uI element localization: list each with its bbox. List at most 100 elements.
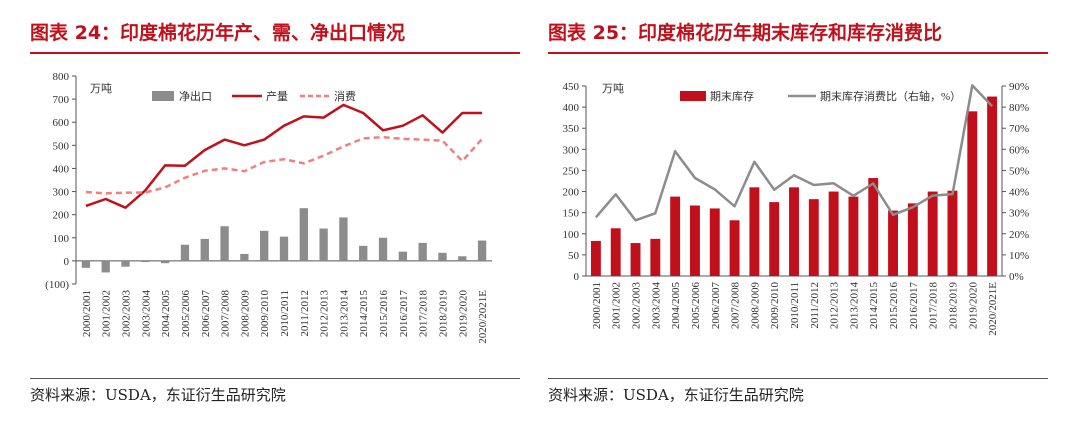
right-x-tick-label: 2002/2003 [631, 282, 643, 330]
right-bar [987, 96, 998, 276]
right-bar [927, 191, 938, 276]
right-bar [590, 240, 601, 276]
right-y-tick-label: 50 [568, 250, 580, 262]
left-bar [418, 242, 427, 261]
left-bar [299, 208, 308, 261]
right-x-tick-label: 2013/2014 [848, 282, 860, 330]
left-x-tick-label: 2010/2011 [279, 290, 291, 337]
right-bar [789, 187, 799, 276]
left-bar [359, 245, 368, 261]
right-bar [630, 243, 641, 276]
right-y2-tick-label: 40% [1009, 187, 1029, 199]
right-y2-tick-label: 10% [1009, 250, 1029, 262]
right-bar [868, 178, 879, 276]
right-x-tick-label: 2005/2006 [690, 282, 702, 330]
right-bar [709, 208, 720, 276]
right-bar [729, 220, 740, 276]
right-y2-tick-label: 0% [1009, 271, 1024, 283]
left-x-tick-label: 2012/2013 [319, 290, 331, 338]
right-y2-tick-label: 60% [1009, 144, 1029, 156]
right-title-rule [548, 52, 1048, 54]
right-y-tick-label: 350 [563, 123, 580, 135]
left-x-tick-label: 2004/2005 [160, 290, 172, 338]
left-bar [260, 230, 269, 261]
left-chart: 800 700 600 500 400 300 200 100 0 (100) 2000/2001 2… [45, 71, 492, 344]
left-y-tick-label: 700 [53, 94, 70, 106]
left-y-tick-label: 600 [53, 117, 70, 129]
right-y2-tick-label: 20% [1009, 229, 1029, 241]
right-x-tick-label: 2007/2008 [730, 282, 742, 330]
left-y-tick-label: 800 [53, 71, 70, 83]
right-bar [967, 111, 978, 276]
left-bar [279, 236, 289, 261]
left-unit-label: 万吨 [90, 82, 112, 95]
left-y-tick-label: 500 [53, 140, 70, 152]
right-x-tick-label: 2011/2012 [809, 282, 821, 329]
right-bar [808, 199, 819, 276]
right-bar [828, 191, 839, 276]
left-bar [141, 260, 150, 263]
right-y-tick-label: 200 [563, 187, 580, 199]
right-y-tick-label: 400 [563, 102, 580, 114]
left-x-tick-label: 2005/2006 [180, 290, 192, 338]
left-x-tick-label: 2002/2003 [121, 290, 133, 338]
right-y2-tick-label: 80% [1009, 102, 1029, 114]
left-x-tick-label: 2016/2017 [398, 290, 410, 338]
right-x-tick-label: 2003/2004 [650, 282, 662, 330]
left-y-tick-label: 100 [53, 233, 70, 245]
right-x-tick-label: 2008/2009 [749, 282, 761, 330]
left-x-tick-label: 2018/2019 [437, 290, 449, 338]
right-bar [690, 205, 700, 276]
right-x-tick-label: 2001/2002 [611, 282, 623, 329]
right-legend: 期末库存 期末库存消费比（右轴，%） [680, 89, 961, 103]
left-y-tick-label: 300 [53, 187, 70, 199]
right-source: 资料来源：USDA，东证衍生品研究院 [548, 386, 804, 404]
left-bar [339, 217, 348, 261]
right-x-tick-label: 2016/2017 [908, 282, 920, 330]
right-x-tick-label: 2010/2011 [789, 282, 801, 329]
right-x-tick-label: 2012/2013 [829, 282, 841, 330]
left-x-tick-label: 2014/2015 [358, 290, 370, 338]
left-bar [220, 226, 229, 261]
right-x-tick-label: 2014/2015 [868, 282, 880, 330]
right-y-tick-label: 250 [563, 165, 580, 177]
right-bar [650, 238, 661, 276]
right-x-tick-label: 2020/2021E [987, 282, 999, 336]
right-bar [749, 187, 760, 276]
right-x-tick-label: 2006/2007 [710, 282, 722, 330]
left-legend: 净出口 产量 消费 [152, 89, 356, 103]
right-panel: 图表 25：印度棉花历年期末库存和库存消费比 450 400 350 300 250 20… [540, 0, 1080, 423]
left-x-tick-label: 2019/2020 [457, 290, 469, 338]
right-line-solid [594, 84, 994, 222]
left-x-tick-label: 2001/2002 [101, 290, 113, 337]
right-y-tick-label: 0 [574, 271, 580, 283]
left-line-dashed [85, 135, 484, 195]
left-x-tick-label: 2011/2012 [299, 290, 311, 337]
right-x-tick-label: 2015/2016 [888, 282, 900, 330]
left-bar [398, 251, 408, 261]
left-x-tick-label: 2007/2008 [220, 290, 232, 338]
left-x-tick-label: 2020/2021E [477, 290, 489, 344]
left-x-tick-label: 2008/2009 [239, 290, 251, 338]
left-bar [477, 240, 487, 261]
left-y-tick-label: 0 [64, 256, 70, 268]
left-bar [121, 260, 130, 267]
left-y-tick-label: 400 [53, 163, 70, 175]
left-x-tick-label: 2013/2014 [338, 290, 350, 338]
right-bar [610, 228, 621, 276]
right-y2-tick-label: 50% [1009, 165, 1029, 177]
left-bar [160, 260, 170, 264]
right-x-tick-label: 2018/2019 [947, 282, 959, 330]
right-source-rule [548, 378, 1048, 379]
left-legend-swatch-net-export [152, 91, 174, 101]
right-bar [888, 210, 898, 276]
right-legend-label-ratio: 期末库存消费比（右轴，%） [820, 89, 961, 103]
left-bar [378, 237, 388, 261]
right-x-tick-label: 2017/2018 [928, 282, 940, 330]
left-legend-label-net-export: 净出口 [179, 89, 212, 103]
left-bar [438, 252, 447, 261]
left-legend-label-production: 产量 [266, 89, 288, 103]
right-x-tick-label: 2000/2001 [591, 282, 603, 329]
right-x-tick-label: 2009/2010 [769, 282, 781, 330]
left-title-rule [30, 52, 520, 54]
